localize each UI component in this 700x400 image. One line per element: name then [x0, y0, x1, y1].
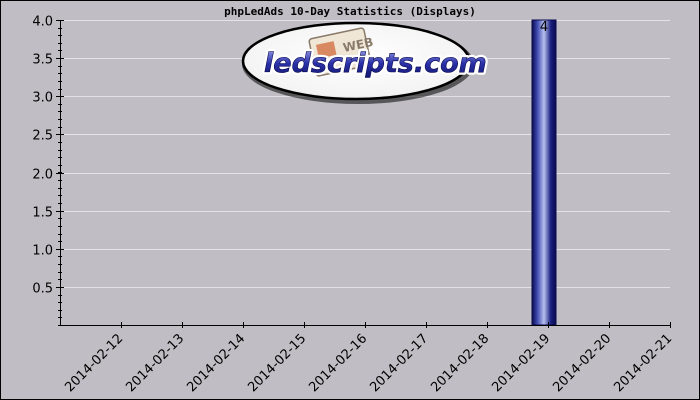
web-badge-icon: WEB — [308, 27, 375, 77]
watermark-logo: WEB ledscripts.com ledscripts.com — [241, 21, 489, 104]
chart-title: phpLedAds 10-Day Statistics (Displays) — [224, 5, 476, 18]
y-tick-label: 2.0 — [32, 168, 53, 183]
y-tick-label: 1.5 — [32, 206, 53, 221]
web-badge-text: WEB — [342, 35, 375, 55]
web-badge-mark — [315, 41, 337, 59]
bar-2014-02-19 — [531, 19, 557, 326]
logo-text-outline: ledscripts.com — [264, 48, 487, 79]
y-tick-label: 1.0 — [32, 244, 53, 259]
y-tick-label: 2.5 — [32, 129, 53, 144]
web-badge-frame — [308, 27, 372, 77]
y-axis-ticks: 0.5 1.0 1.5 2.0 2.5 3.0 3.5 4.0 — [32, 15, 64, 326]
logo-text: ledscripts.com — [264, 48, 487, 79]
y-tick-label: 4.0 — [32, 15, 53, 30]
y-tick-label: 3.5 — [32, 53, 53, 68]
bars — [531, 19, 557, 326]
y-tick-label: 0.5 — [32, 282, 53, 297]
data-labels: 4 — [540, 20, 548, 35]
bar-value-label: 4 — [540, 20, 548, 35]
y-tick-label: 3.0 — [32, 91, 53, 106]
